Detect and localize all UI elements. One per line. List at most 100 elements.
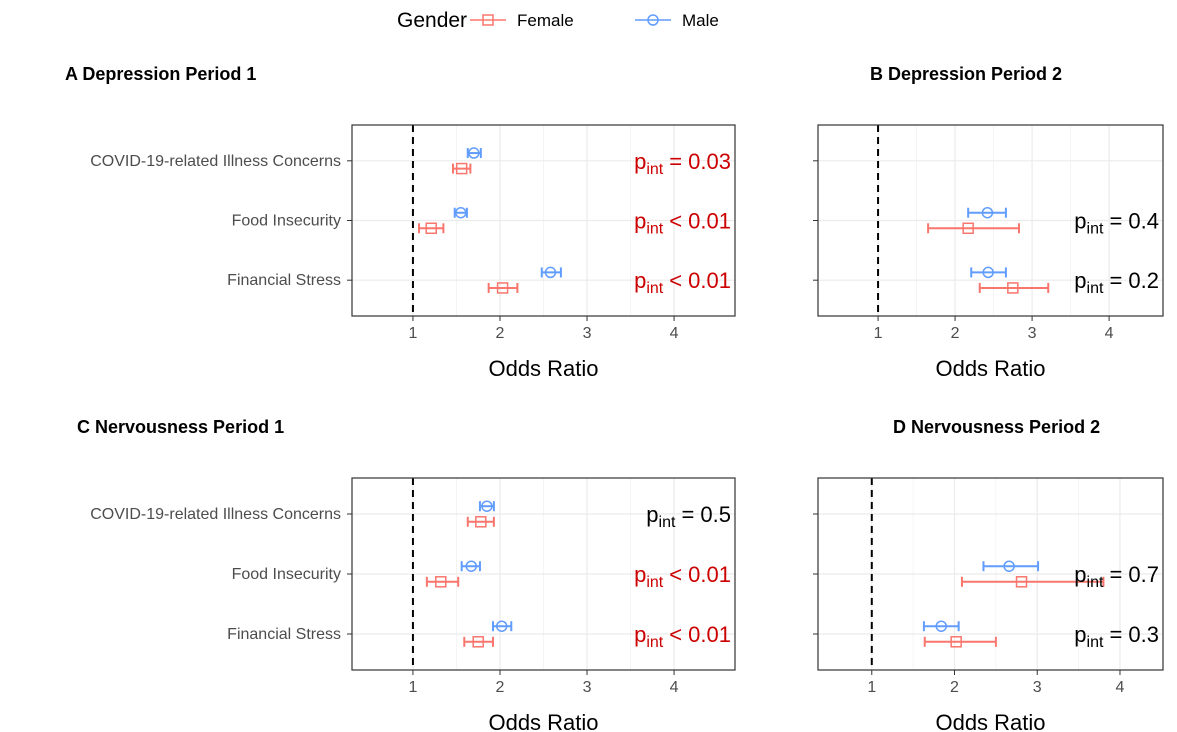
annotation-subscript: int (646, 161, 663, 178)
annotation-symbol: p (1074, 209, 1086, 234)
error-bar (923, 636, 997, 647)
point (435, 576, 447, 588)
point (496, 282, 509, 294)
annotation: pint = 0.3 (1074, 622, 1159, 651)
x-tick-label: 1 (867, 679, 876, 696)
point (481, 500, 493, 512)
x-axis-title: Odds Ratio (935, 710, 1045, 732)
x-tick-label: 4 (670, 679, 679, 696)
annotation-subscript: int (1087, 574, 1104, 591)
error-bar (418, 223, 445, 234)
annotation: pint < 0.01 (634, 209, 731, 238)
point (455, 206, 467, 219)
y-tick-label: Financial Stress (227, 626, 341, 643)
annotation-text: = 0.2 (1109, 268, 1159, 293)
x-axis-title: Odds Ratio (488, 710, 598, 732)
point (647, 14, 659, 26)
annotation-symbol: p (646, 502, 658, 527)
annotation-subscript: int (646, 280, 663, 297)
point (935, 620, 948, 632)
x-tick-label: 4 (1105, 325, 1114, 342)
annotation-subscript: int (1087, 280, 1104, 297)
x-tick-label: 4 (1116, 679, 1125, 696)
panel-title: D Nervousness Period 2 (893, 417, 1100, 437)
point (1015, 576, 1028, 588)
error-bar (466, 516, 495, 527)
x-tick-label: 3 (583, 679, 592, 696)
annotation: pint < 0.01 (634, 562, 731, 591)
y-tick-label: COVID-19-related Illness Concerns (90, 506, 341, 523)
x-tick-label: 3 (583, 325, 592, 342)
legend-title: Gender (397, 9, 467, 32)
point (482, 14, 494, 26)
panel-border (351, 124, 736, 317)
point (472, 636, 484, 648)
annotation-subscript: int (646, 221, 663, 238)
x-tick-label: 1 (408, 325, 417, 342)
y-tick-label: Food Insecurity (232, 566, 341, 583)
annotation-text: = 0.5 (681, 502, 731, 527)
panel-border (817, 124, 1164, 317)
point (455, 162, 468, 175)
point (950, 636, 962, 648)
panel-border (351, 477, 736, 671)
error-bar (487, 282, 519, 293)
y-tick-label: COVID-19-related Illness Concerns (90, 153, 341, 170)
annotation-text: = 0.4 (1109, 209, 1159, 234)
error-bar (453, 207, 468, 218)
annotation-symbol: p (634, 562, 646, 587)
annotation-symbol: p (634, 209, 646, 234)
annotation-text: = 0.7 (1109, 562, 1159, 587)
x-tick-label: 2 (951, 325, 960, 342)
annotation-subscript: int (1087, 634, 1104, 651)
legend-label: Female (517, 11, 574, 30)
error-bar (463, 636, 495, 647)
point (1003, 560, 1015, 572)
annotation: pint < 0.01 (634, 268, 731, 297)
point (468, 147, 480, 159)
x-tick-label: 4 (670, 325, 679, 342)
panel-title: C Nervousness Period 1 (77, 417, 284, 437)
x-tick-label: 3 (1033, 679, 1042, 696)
annotation-symbol: p (1074, 562, 1086, 587)
point (465, 560, 478, 572)
annotation: pint = 0.2 (1074, 268, 1159, 297)
legend-label: Male (682, 11, 719, 30)
annotation-subscript: int (659, 514, 676, 531)
error-bar (978, 282, 1050, 293)
annotation-symbol: p (634, 622, 646, 647)
x-tick-label: 3 (1028, 325, 1037, 342)
point (962, 222, 974, 235)
panel-title: A Depression Period 1 (65, 64, 256, 84)
error-bar (982, 561, 1040, 572)
point (1007, 282, 1019, 294)
annotation-symbol: p (1074, 268, 1086, 293)
point (475, 516, 487, 528)
annotation-text: < 0.01 (669, 268, 731, 293)
annotation-subscript: int (646, 634, 663, 651)
x-tick-label: 1 (874, 325, 883, 342)
error-bar (967, 207, 1007, 218)
point (425, 222, 437, 235)
y-tick-label: Financial Stress (227, 272, 341, 289)
annotation: pint = 0.4 (1074, 209, 1159, 238)
annotation: pint = 0.03 (634, 149, 731, 178)
annotation-text: < 0.01 (669, 562, 731, 587)
annotation-symbol: p (634, 268, 646, 293)
annotation: pint < 0.01 (634, 622, 731, 651)
point (982, 266, 994, 279)
panel-border (817, 477, 1164, 671)
annotation: pint = 0.5 (646, 502, 731, 531)
annotation-text: < 0.01 (669, 209, 731, 234)
panel-title: B Depression Period 2 (870, 64, 1062, 84)
error-bar (451, 163, 472, 174)
annotation-symbol: p (634, 149, 646, 174)
x-axis-title: Odds Ratio (488, 356, 598, 381)
annotation-text: = 0.3 (1109, 622, 1159, 647)
annotation-subscript: int (646, 574, 663, 591)
x-tick-label: 2 (496, 325, 505, 342)
annotation-text: = 0.03 (669, 149, 731, 174)
annotation-text: < 0.01 (669, 622, 731, 647)
error-bar (425, 576, 460, 587)
